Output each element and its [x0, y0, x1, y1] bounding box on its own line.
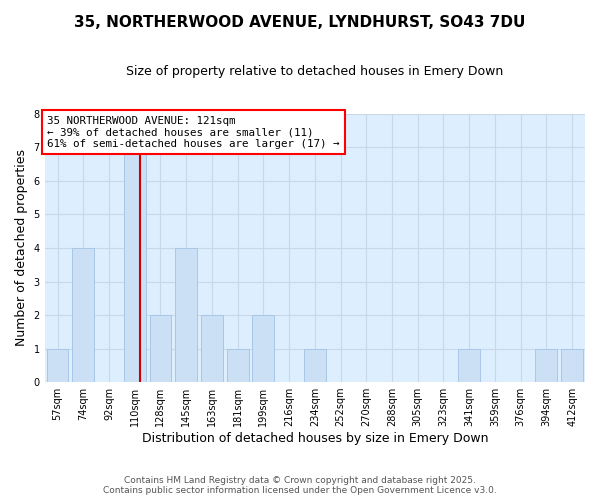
Bar — [458, 348, 480, 382]
Bar — [175, 248, 197, 382]
Text: Contains HM Land Registry data © Crown copyright and database right 2025.
Contai: Contains HM Land Registry data © Crown c… — [103, 476, 497, 495]
Bar — [227, 348, 248, 382]
Bar — [124, 148, 146, 382]
Bar — [561, 348, 583, 382]
Title: Size of property relative to detached houses in Emery Down: Size of property relative to detached ho… — [126, 65, 503, 78]
Bar — [535, 348, 557, 382]
Bar — [304, 348, 326, 382]
Bar — [73, 248, 94, 382]
Bar — [149, 315, 172, 382]
Bar — [253, 315, 274, 382]
Y-axis label: Number of detached properties: Number of detached properties — [15, 150, 28, 346]
Bar — [201, 315, 223, 382]
X-axis label: Distribution of detached houses by size in Emery Down: Distribution of detached houses by size … — [142, 432, 488, 445]
Bar — [47, 348, 68, 382]
Text: 35 NORTHERWOOD AVENUE: 121sqm
← 39% of detached houses are smaller (11)
61% of s: 35 NORTHERWOOD AVENUE: 121sqm ← 39% of d… — [47, 116, 340, 149]
Text: 35, NORTHERWOOD AVENUE, LYNDHURST, SO43 7DU: 35, NORTHERWOOD AVENUE, LYNDHURST, SO43 … — [74, 15, 526, 30]
